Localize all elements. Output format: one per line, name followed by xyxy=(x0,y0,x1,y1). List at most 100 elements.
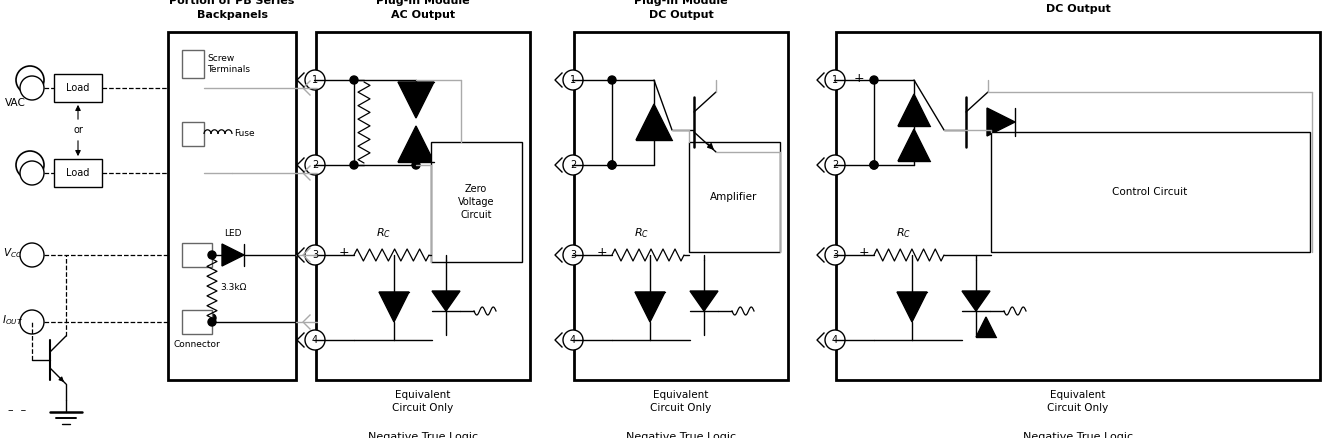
Text: Zero
Voltage
Circuit: Zero Voltage Circuit xyxy=(458,184,495,220)
Text: Screw
Terminals: Screw Terminals xyxy=(207,54,250,74)
Bar xyxy=(431,142,521,262)
Text: 2: 2 xyxy=(312,160,319,170)
Text: 2: 2 xyxy=(570,160,577,170)
Text: SCMD-MOAC
Plug-In Module
AC Output: SCMD-MOAC Plug-In Module AC Output xyxy=(376,0,470,20)
Polygon shape xyxy=(379,292,409,322)
Text: Portion of PB Series
Backpanels: Portion of PB Series Backpanels xyxy=(169,0,294,20)
Text: Control Circuit: Control Circuit xyxy=(1113,187,1188,197)
Bar xyxy=(181,122,204,146)
Text: $V_{CC}$: $V_{CC}$ xyxy=(3,246,23,260)
Circle shape xyxy=(16,151,44,179)
Text: +: + xyxy=(859,247,870,259)
Text: Load: Load xyxy=(66,83,90,93)
Circle shape xyxy=(20,76,44,100)
Text: Amplifier: Amplifier xyxy=(711,192,758,202)
Text: Load: Load xyxy=(66,168,90,178)
Circle shape xyxy=(349,161,358,169)
Text: SCMD-MODC
Plug-In Module
DC Output: SCMD-MODC Plug-In Module DC Output xyxy=(634,0,728,20)
Polygon shape xyxy=(976,317,996,337)
Text: 1: 1 xyxy=(312,75,319,85)
Bar xyxy=(54,159,102,187)
Circle shape xyxy=(305,70,325,90)
Text: Negative True Logic: Negative True Logic xyxy=(626,432,737,438)
Text: or: or xyxy=(73,125,83,135)
Polygon shape xyxy=(986,108,1015,136)
Polygon shape xyxy=(634,292,665,322)
Text: SCMD-MODCM
Plug-In Module
'M' Suffix (FET)
DC Output: SCMD-MODCM Plug-In Module 'M' Suffix (FE… xyxy=(1031,0,1125,14)
Polygon shape xyxy=(222,244,245,266)
Bar xyxy=(181,243,212,267)
Text: Equivalent
Circuit Only: Equivalent Circuit Only xyxy=(392,390,454,413)
Text: 3: 3 xyxy=(832,250,839,260)
Circle shape xyxy=(563,155,583,175)
Circle shape xyxy=(870,76,878,84)
Circle shape xyxy=(208,314,216,322)
Circle shape xyxy=(20,310,44,334)
Bar xyxy=(574,32,788,380)
Polygon shape xyxy=(431,291,460,311)
Bar xyxy=(316,32,530,380)
Circle shape xyxy=(20,161,44,185)
Text: 2: 2 xyxy=(832,160,839,170)
Text: 3.3kΩ: 3.3kΩ xyxy=(220,283,246,293)
Circle shape xyxy=(305,245,325,265)
Circle shape xyxy=(870,161,878,169)
Text: $R_C$: $R_C$ xyxy=(634,226,649,240)
Circle shape xyxy=(563,330,583,350)
Text: +: + xyxy=(853,71,864,85)
Circle shape xyxy=(607,161,616,169)
Bar xyxy=(991,132,1310,252)
Text: $I_{OUT}$: $I_{OUT}$ xyxy=(1,313,23,327)
Text: 1: 1 xyxy=(570,75,577,85)
Circle shape xyxy=(563,245,583,265)
Text: Equivalent
Circuit Only: Equivalent Circuit Only xyxy=(650,390,711,413)
Text: VAC: VAC xyxy=(5,98,26,108)
Text: 4: 4 xyxy=(312,335,319,345)
Polygon shape xyxy=(398,82,434,118)
Circle shape xyxy=(607,161,616,169)
Polygon shape xyxy=(636,104,672,140)
Text: Negative True Logic: Negative True Logic xyxy=(368,432,478,438)
Text: 3: 3 xyxy=(312,250,319,260)
Text: +: + xyxy=(339,247,349,259)
Circle shape xyxy=(825,70,845,90)
Bar xyxy=(181,310,212,334)
Text: Equivalent
Circuit Only: Equivalent Circuit Only xyxy=(1047,390,1109,413)
Bar xyxy=(54,74,102,102)
Circle shape xyxy=(305,330,325,350)
Polygon shape xyxy=(898,94,930,126)
Circle shape xyxy=(208,318,216,326)
Circle shape xyxy=(607,76,616,84)
Text: Negative True Logic: Negative True Logic xyxy=(1023,432,1133,438)
Text: –  –: – – xyxy=(8,405,27,415)
Polygon shape xyxy=(962,291,991,311)
Text: 1: 1 xyxy=(832,75,839,85)
Circle shape xyxy=(20,243,44,267)
Bar xyxy=(836,32,1320,380)
Text: 3: 3 xyxy=(570,250,577,260)
Circle shape xyxy=(16,66,44,94)
Polygon shape xyxy=(398,126,434,162)
Text: Connector: Connector xyxy=(173,340,220,349)
Circle shape xyxy=(825,245,845,265)
Text: LED: LED xyxy=(224,229,242,238)
Circle shape xyxy=(563,70,583,90)
Bar xyxy=(168,32,296,380)
Bar xyxy=(689,142,780,252)
Text: $R_C$: $R_C$ xyxy=(896,226,911,240)
Text: 4: 4 xyxy=(570,335,577,345)
Polygon shape xyxy=(896,292,927,322)
Circle shape xyxy=(825,155,845,175)
Bar xyxy=(181,50,204,78)
Text: $R_C$: $R_C$ xyxy=(376,226,391,240)
Circle shape xyxy=(413,161,419,169)
Polygon shape xyxy=(689,291,718,311)
Polygon shape xyxy=(898,129,930,161)
Circle shape xyxy=(870,161,878,169)
Circle shape xyxy=(825,330,845,350)
Text: +: + xyxy=(597,247,607,259)
Circle shape xyxy=(349,76,358,84)
Circle shape xyxy=(305,155,325,175)
Text: Fuse: Fuse xyxy=(234,130,254,138)
Text: 4: 4 xyxy=(832,335,839,345)
